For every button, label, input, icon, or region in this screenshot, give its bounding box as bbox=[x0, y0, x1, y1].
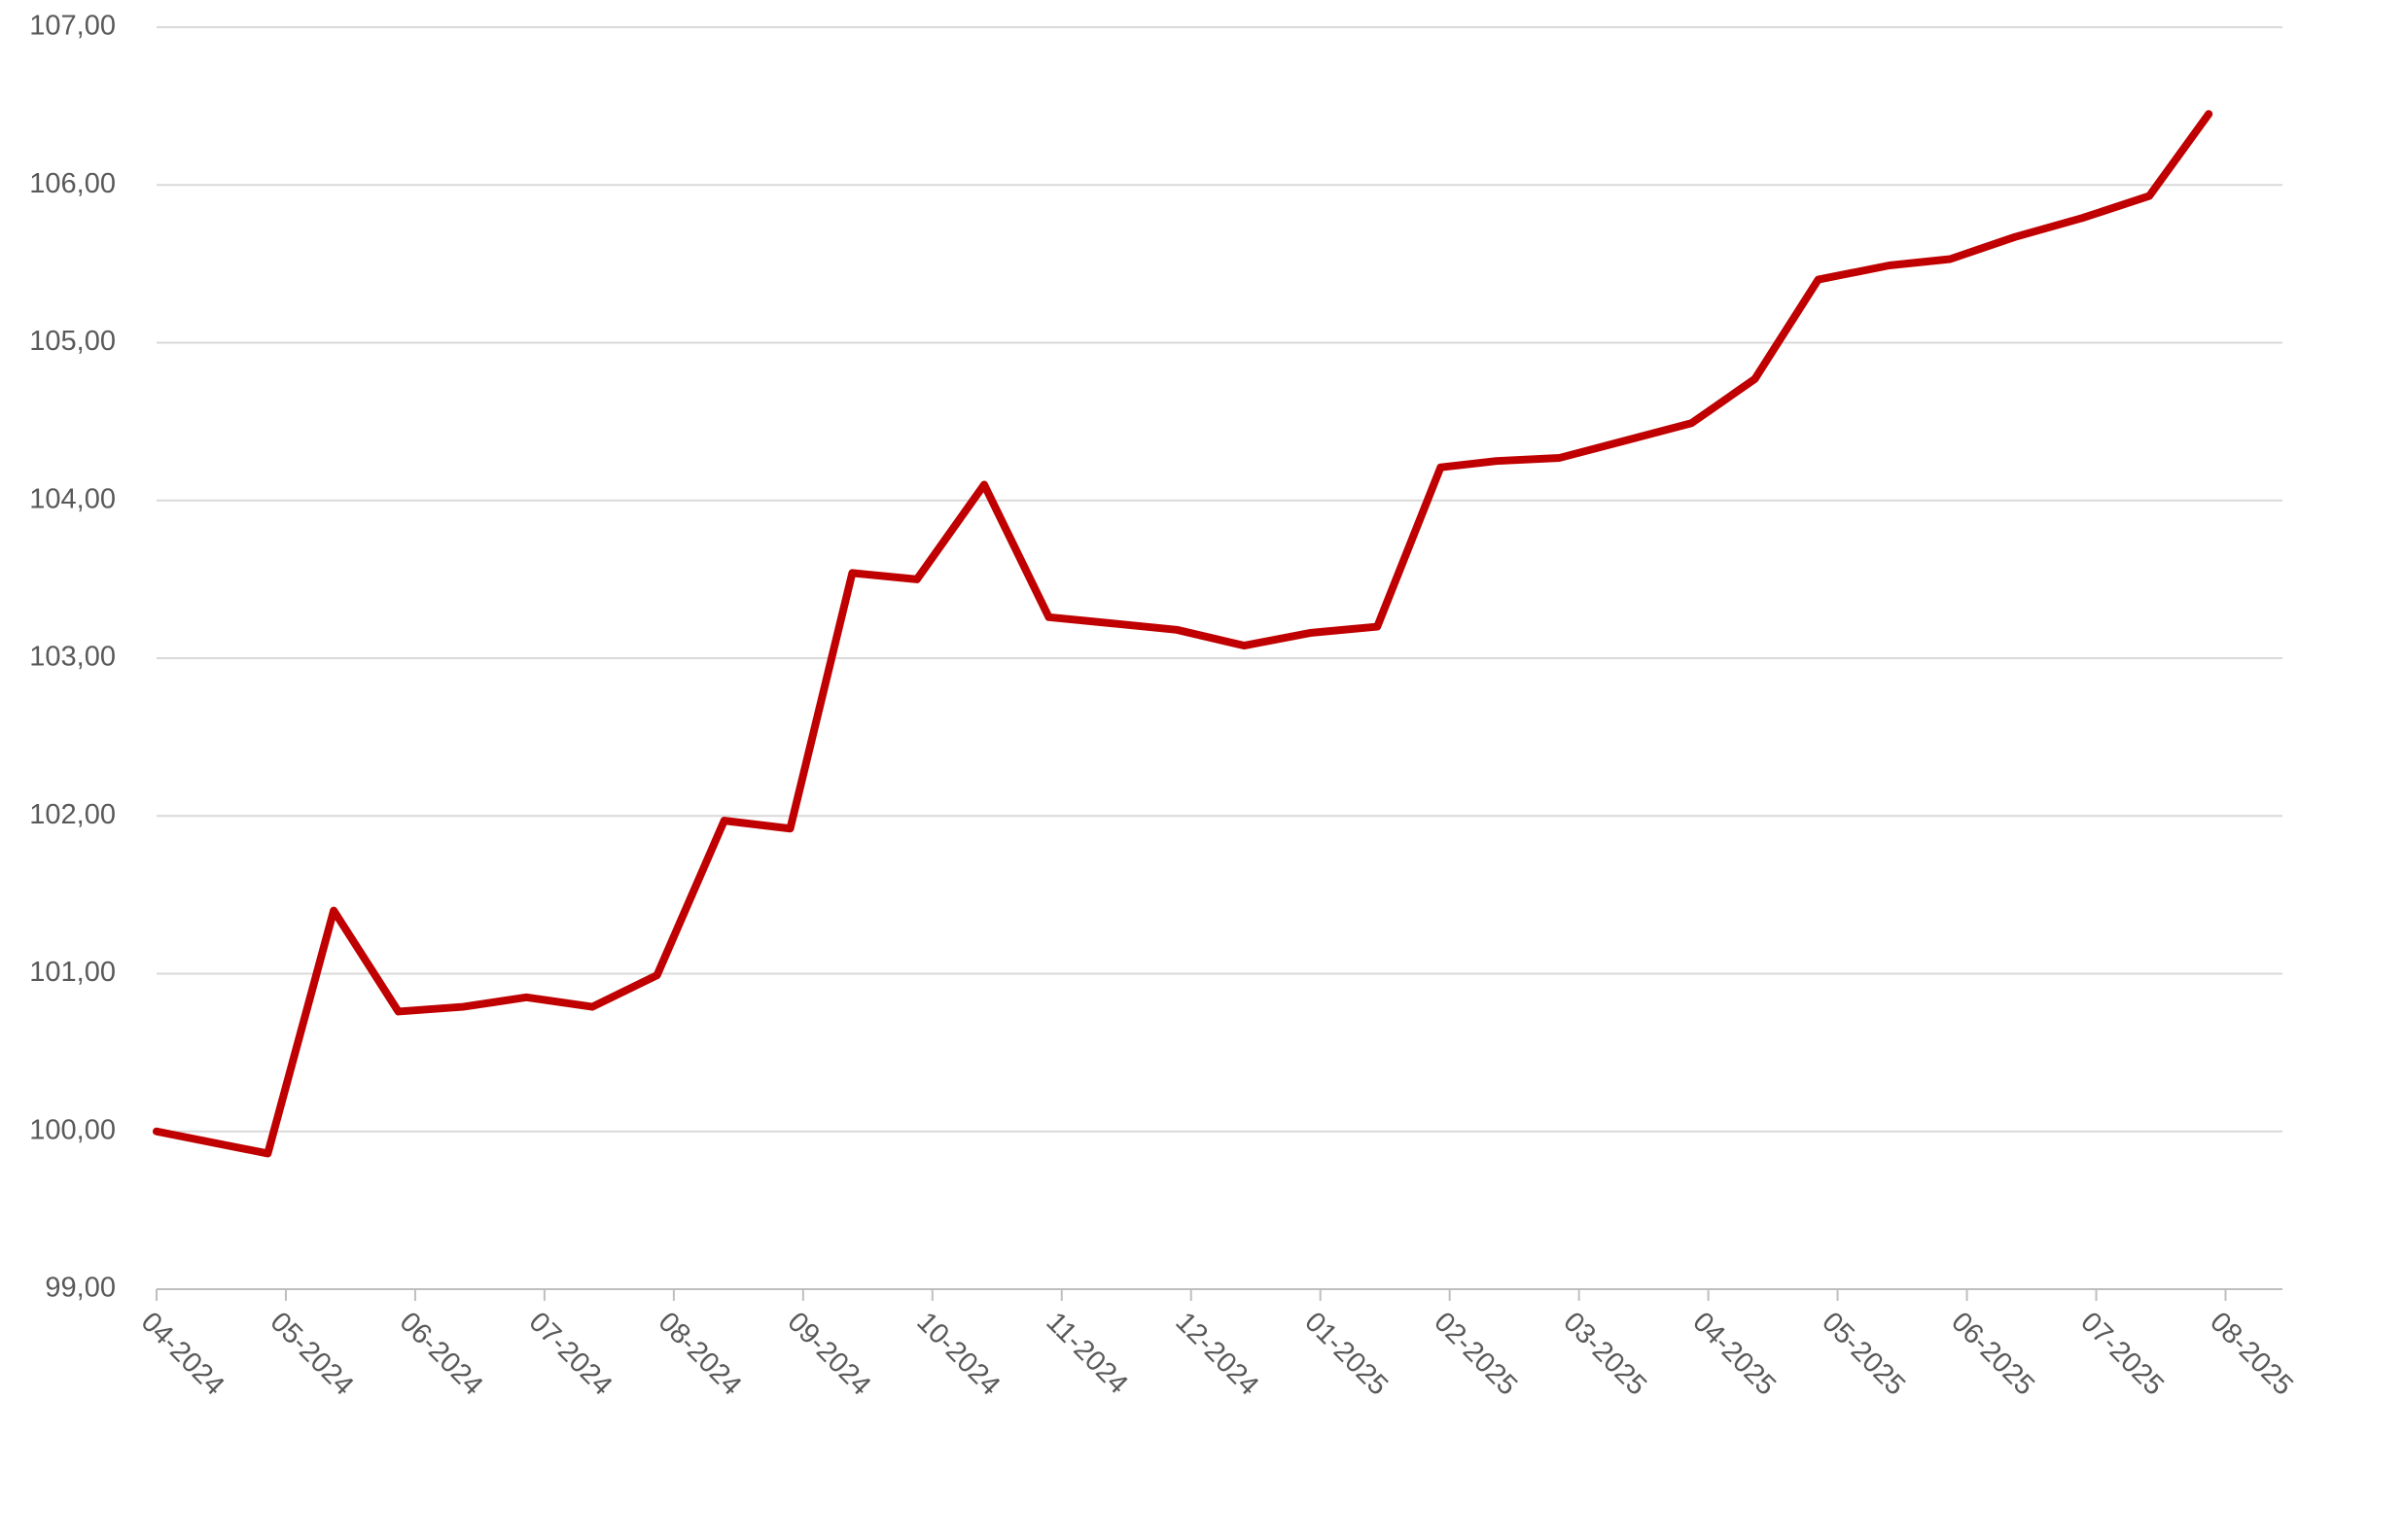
x-tick-label: 07-2024 bbox=[523, 1307, 619, 1402]
y-tick-label: 105,00 bbox=[29, 326, 116, 357]
y-tick-label: 102,00 bbox=[29, 799, 116, 830]
data-line bbox=[153, 110, 2213, 1158]
x-tick-label: 01-2025 bbox=[1298, 1307, 1394, 1402]
y-tick-label: 100,00 bbox=[29, 1114, 116, 1145]
y-tick-label: 106,00 bbox=[29, 168, 116, 199]
x-tick-label: 10-2024 bbox=[910, 1307, 1006, 1402]
x-tick-label: 06-2024 bbox=[394, 1307, 489, 1402]
y-tick-label: 104,00 bbox=[29, 483, 116, 514]
y-tick-label: 107,00 bbox=[29, 11, 116, 42]
x-tick-label: 04-2024 bbox=[135, 1307, 230, 1402]
x-tick-label: 06-2025 bbox=[1945, 1307, 2040, 1402]
x-tick-label: 12-2024 bbox=[1169, 1307, 1264, 1402]
x-tick-label: 08-2025 bbox=[2204, 1307, 2299, 1402]
x-tick-label: 08-2024 bbox=[653, 1307, 748, 1402]
x-tick-label: 05-2025 bbox=[1816, 1307, 1911, 1402]
y-tick-label: 101,00 bbox=[29, 957, 116, 988]
x-tick-label: 11-2024 bbox=[1040, 1307, 1133, 1400]
x-tick-label: 05-2024 bbox=[265, 1307, 360, 1402]
x-tick-label: 07-2025 bbox=[2074, 1307, 2170, 1402]
x-tick-label: 03-2025 bbox=[1557, 1307, 1652, 1402]
x-tick-label: 02-2025 bbox=[1428, 1307, 1523, 1402]
y-tick-label: 99,00 bbox=[45, 1273, 116, 1304]
y-tick-label: 103,00 bbox=[29, 642, 116, 673]
x-tick-label: 04-2025 bbox=[1686, 1307, 1782, 1402]
x-tick-label: 09-2024 bbox=[781, 1307, 876, 1402]
